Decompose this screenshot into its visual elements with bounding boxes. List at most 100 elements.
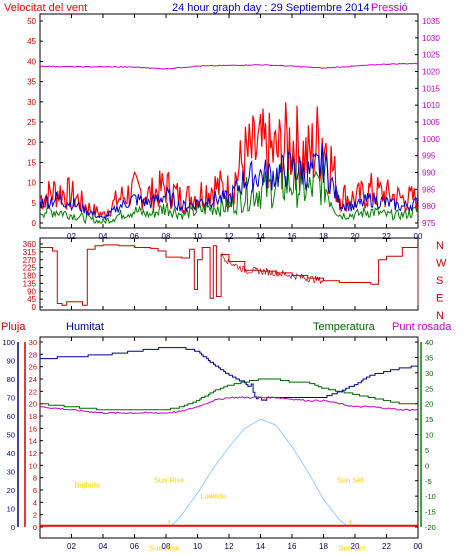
pressure-y-tick-label: 995 bbox=[422, 152, 436, 161]
temperature-y-tick-label: 15 bbox=[425, 415, 433, 424]
wind-x-tick-label: 06 bbox=[130, 232, 139, 241]
temperature-y-tick-label: 35 bbox=[425, 353, 433, 362]
humidity-line bbox=[40, 347, 418, 401]
rain-y-tick-label: 2 bbox=[33, 511, 37, 520]
wind-x-tick-label: 16 bbox=[288, 232, 297, 241]
wind-x-tick-label: 18 bbox=[319, 232, 328, 241]
direction-jitter-line bbox=[220, 252, 324, 284]
wind-x-tick-label: 04 bbox=[99, 232, 108, 241]
rain-y-tick-label: 12 bbox=[29, 449, 37, 458]
temperature-y-tick-label: 5 bbox=[425, 446, 429, 455]
humidity-x-tick-label: 00 bbox=[414, 542, 423, 551]
rain-y-tick-label: 16 bbox=[29, 424, 37, 433]
humidity-y-tick-label: 100 bbox=[2, 338, 15, 347]
wind-y-tick-label: 35 bbox=[27, 78, 36, 87]
humidity-x-tick-label: 10 bbox=[193, 542, 202, 551]
rain-y-tick-label: 28 bbox=[29, 350, 37, 359]
sun-set-annotation: Sun Set bbox=[337, 476, 365, 485]
rain-y-tick-label: 8 bbox=[33, 474, 37, 483]
rain-y-tick-label: 0 bbox=[33, 523, 37, 532]
direction-y-tick-label: 90 bbox=[27, 287, 36, 296]
temperature-y-tick-label: 40 bbox=[425, 338, 433, 347]
humidity-x-tick-label: 14 bbox=[256, 542, 265, 551]
temperature-y-tick-label: -5 bbox=[425, 477, 432, 486]
rain-y-tick-label: 30 bbox=[29, 338, 37, 347]
wind-lull-line bbox=[39, 158, 419, 225]
pressure-y-tick-label: 1025 bbox=[422, 51, 440, 60]
sun-set-annotation: Sun Set bbox=[339, 543, 367, 552]
rain-y-tick-label: 26 bbox=[29, 363, 37, 372]
dewpoint-axis-title: Punt rosada bbox=[392, 321, 452, 333]
pressure-y-tick-label: 1030 bbox=[422, 34, 440, 43]
humidity-x-tick-label: 04 bbox=[99, 542, 108, 551]
humidity-y-tick-label: 10 bbox=[7, 505, 15, 514]
direction-y-tick-label: 270 bbox=[23, 256, 37, 265]
direction-line bbox=[40, 244, 419, 306]
wind-x-tick-label: 02 bbox=[67, 232, 76, 241]
rain-y-tick-label: 6 bbox=[33, 486, 37, 495]
direction-y-tick-label: 360 bbox=[23, 240, 37, 249]
rain-y-tick-label: 24 bbox=[29, 375, 37, 384]
humidity-y-tick-label: 0 bbox=[11, 523, 15, 532]
direction-compass-label: E bbox=[436, 293, 443, 305]
humidity-axis-title: Humitat bbox=[66, 321, 104, 333]
pressure-y-tick-label: 1000 bbox=[422, 135, 440, 144]
direction-y-tick-label: 225 bbox=[23, 264, 37, 273]
sun-rise-annotation: Sun Rise bbox=[154, 476, 184, 485]
wind-x-tick-label: 14 bbox=[256, 232, 265, 241]
pressure-y-tick-label: 1035 bbox=[422, 17, 440, 26]
direction-panel-frame bbox=[39, 237, 419, 311]
pressure-y-tick-label: 975 bbox=[422, 219, 436, 228]
humidity-x-tick-label: 06 bbox=[130, 542, 139, 551]
pressure-y-tick-label: 985 bbox=[422, 185, 436, 194]
wind-y-tick-label: 0 bbox=[32, 219, 37, 228]
graph-date-title: 24 hour graph day : 29 Septiembre 2014 bbox=[172, 2, 370, 14]
humidity-y-tick-label: 80 bbox=[7, 375, 15, 384]
pressure-y-tick-label: 1010 bbox=[422, 101, 440, 110]
wind-speed-title: Velocitat del vent bbox=[4, 2, 87, 14]
humidity-y-tick-label: 50 bbox=[7, 431, 15, 440]
direction-compass-label: N bbox=[436, 240, 444, 252]
direction-y-tick-label: 180 bbox=[23, 272, 37, 281]
humidity-x-tick-label: 02 bbox=[67, 542, 76, 551]
rain-y-tick-label: 20 bbox=[29, 400, 37, 409]
rain-y-tick-label: 22 bbox=[29, 387, 37, 396]
temperature-axis-title: Temperatura bbox=[313, 321, 376, 333]
wind-x-tick-label: 10 bbox=[193, 232, 202, 241]
rain-y-tick-label: 18 bbox=[29, 412, 37, 421]
humidity-x-tick-label: 20 bbox=[351, 542, 360, 551]
humidity-x-tick-label: 18 bbox=[319, 542, 328, 551]
humidity-y-tick-label: 40 bbox=[7, 449, 15, 458]
humidity-y-tick-label: 30 bbox=[7, 468, 15, 477]
wind-x-tick-label: 22 bbox=[382, 232, 391, 241]
temperature-y-tick-label: 25 bbox=[425, 384, 433, 393]
rain-axis-title: Pluja bbox=[1, 321, 26, 333]
direction-y-tick-label: 0 bbox=[32, 303, 37, 312]
temperature-y-tick-label: -10 bbox=[425, 492, 436, 501]
humidity-y-tick-label: 70 bbox=[7, 394, 15, 403]
direction-y-tick-label: 315 bbox=[23, 248, 37, 257]
humidity-x-tick-label: 12 bbox=[225, 542, 234, 551]
temperature-y-tick-label: 30 bbox=[425, 369, 433, 378]
temperature-line bbox=[40, 378, 418, 411]
pressure-y-tick-label: 990 bbox=[422, 169, 436, 178]
humidity-panel-frame bbox=[39, 336, 419, 539]
wind-gust-line bbox=[39, 102, 419, 219]
sun-rise-annotation: Sun Rise bbox=[149, 543, 179, 552]
wind-y-tick-label: 5 bbox=[32, 199, 37, 208]
rain-y-tick-label: 14 bbox=[29, 437, 37, 446]
direction-compass-label: W bbox=[436, 258, 447, 270]
wind-y-tick-label: 50 bbox=[27, 17, 36, 26]
dewpoint-line bbox=[39, 396, 419, 415]
pressure-title: Pressió bbox=[371, 2, 408, 14]
humidity-y-tick-label: 20 bbox=[7, 486, 15, 495]
wind-x-tick-label: 08 bbox=[162, 232, 171, 241]
pressure-line bbox=[39, 62, 419, 70]
wind-avg-line bbox=[39, 142, 419, 221]
wind-y-tick-label: 25 bbox=[27, 118, 36, 127]
wind-y-tick-label: 40 bbox=[27, 57, 36, 66]
direction-y-tick-label: 135 bbox=[23, 279, 37, 288]
humidity-x-tick-label: 08 bbox=[162, 542, 171, 551]
humidity-x-tick-label: 22 bbox=[382, 542, 391, 551]
